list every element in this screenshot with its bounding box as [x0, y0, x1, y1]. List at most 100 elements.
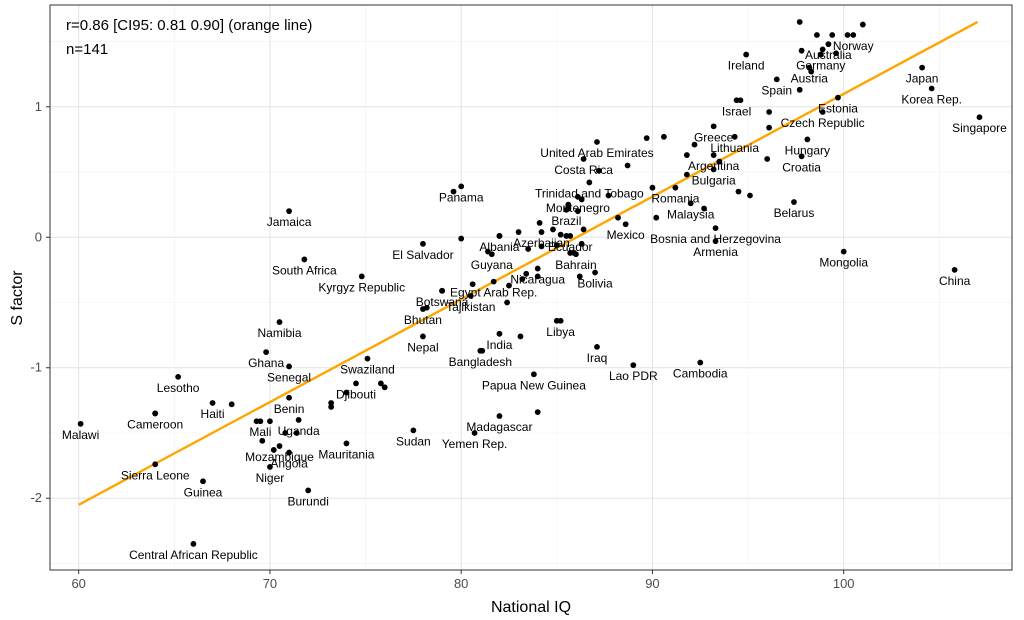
panel-border	[49, 4, 1013, 571]
data-point	[773, 76, 780, 83]
point-label: Guyana	[471, 258, 513, 272]
point-label: Israel	[722, 104, 751, 118]
data-point	[276, 443, 283, 449]
data-point	[697, 359, 704, 366]
data-point	[649, 184, 656, 191]
data-point	[951, 266, 958, 273]
data-point	[410, 427, 417, 434]
data-point	[576, 273, 583, 280]
data-point	[605, 192, 612, 199]
data-point	[829, 32, 836, 38]
point-label: Angola	[270, 457, 308, 471]
data-point	[766, 109, 773, 115]
data-point	[710, 152, 717, 158]
data-point	[710, 123, 717, 130]
data-point	[534, 409, 541, 416]
data-point	[515, 229, 522, 235]
data-point	[534, 265, 541, 272]
data-point	[653, 214, 660, 221]
point-label: Botswana	[416, 295, 469, 309]
point-label: Cameroon	[127, 417, 183, 431]
data-point	[630, 362, 637, 369]
data-point	[661, 133, 667, 140]
data-point	[358, 273, 365, 280]
point-label: Argentina	[688, 159, 740, 173]
data-point	[209, 400, 216, 406]
data-point	[733, 97, 740, 104]
data-point	[152, 461, 159, 468]
data-point	[496, 233, 503, 239]
y-tick-label: -2	[30, 490, 42, 505]
data-point	[580, 156, 587, 162]
fit-line	[78, 20, 979, 506]
x-tick-label: 100	[833, 576, 855, 591]
point-label: Spain	[761, 83, 792, 97]
data-point	[328, 403, 335, 410]
data-point	[471, 430, 478, 436]
point-label: Austria	[791, 72, 829, 86]
data-point	[586, 179, 593, 186]
data-point	[798, 47, 805, 54]
point-label: Central African Republic	[129, 548, 258, 562]
data-point	[450, 188, 457, 195]
point-label: Montenegro	[546, 201, 610, 215]
data-point	[764, 156, 771, 162]
data-point	[381, 384, 388, 391]
data-point	[295, 417, 302, 423]
data-point	[624, 162, 631, 169]
data-point	[517, 333, 524, 340]
data-point	[458, 183, 465, 190]
data-point	[731, 133, 738, 140]
data-point	[525, 246, 532, 252]
data-point	[506, 282, 512, 289]
data-point	[305, 487, 312, 494]
data-point	[766, 124, 773, 131]
data-point	[523, 270, 530, 277]
data-point	[701, 205, 707, 212]
point-label: Ghana	[248, 356, 284, 370]
data-point	[919, 64, 926, 71]
point-label: Bahrain	[555, 258, 596, 272]
point-label: Egypt Arab Rep.	[450, 286, 537, 300]
point-label: Bangladesh	[449, 355, 512, 369]
data-point	[228, 401, 235, 408]
point-label: Papua New Guinea	[482, 378, 586, 392]
data-point	[595, 167, 602, 174]
data-point	[643, 135, 650, 141]
point-label: Mauritania	[318, 447, 374, 461]
point-label: Czech Republic	[781, 116, 865, 130]
data-point	[301, 256, 308, 263]
data-point	[743, 51, 750, 58]
data-point	[467, 293, 474, 299]
data-point	[257, 418, 264, 425]
data-point	[791, 199, 797, 205]
data-point	[594, 139, 600, 145]
data-point	[622, 221, 629, 228]
y-tick-label: 0	[35, 229, 42, 244]
data-point	[469, 281, 476, 288]
fit-line-group	[78, 20, 979, 506]
ticks-group: 60 70 80 90 100 -2 -1 0 1	[30, 99, 854, 591]
point-label: Bolivia	[577, 276, 613, 290]
point-label: Lao PDR	[609, 369, 658, 383]
data-point	[557, 231, 564, 238]
point-label: Kyrgyz Republic	[318, 280, 405, 294]
point-label: Nepal	[407, 340, 438, 354]
grid	[50, 5, 1012, 570]
point-label: Niger	[256, 471, 285, 485]
data-point	[798, 153, 805, 160]
point-label: Tajikistan	[446, 300, 495, 314]
point-label: Costa Rica	[554, 163, 613, 177]
point-label: Senegal	[267, 370, 311, 384]
point-label: Estonia	[818, 102, 858, 116]
data-point	[504, 299, 510, 306]
data-point	[259, 437, 266, 444]
point-label: Yemen Rep.	[442, 437, 508, 451]
data-point	[672, 184, 679, 191]
data-point	[825, 41, 832, 48]
data-point	[859, 21, 866, 28]
x-tick-label: 70	[263, 576, 277, 591]
data-point	[293, 430, 300, 436]
data-point	[835, 94, 841, 101]
